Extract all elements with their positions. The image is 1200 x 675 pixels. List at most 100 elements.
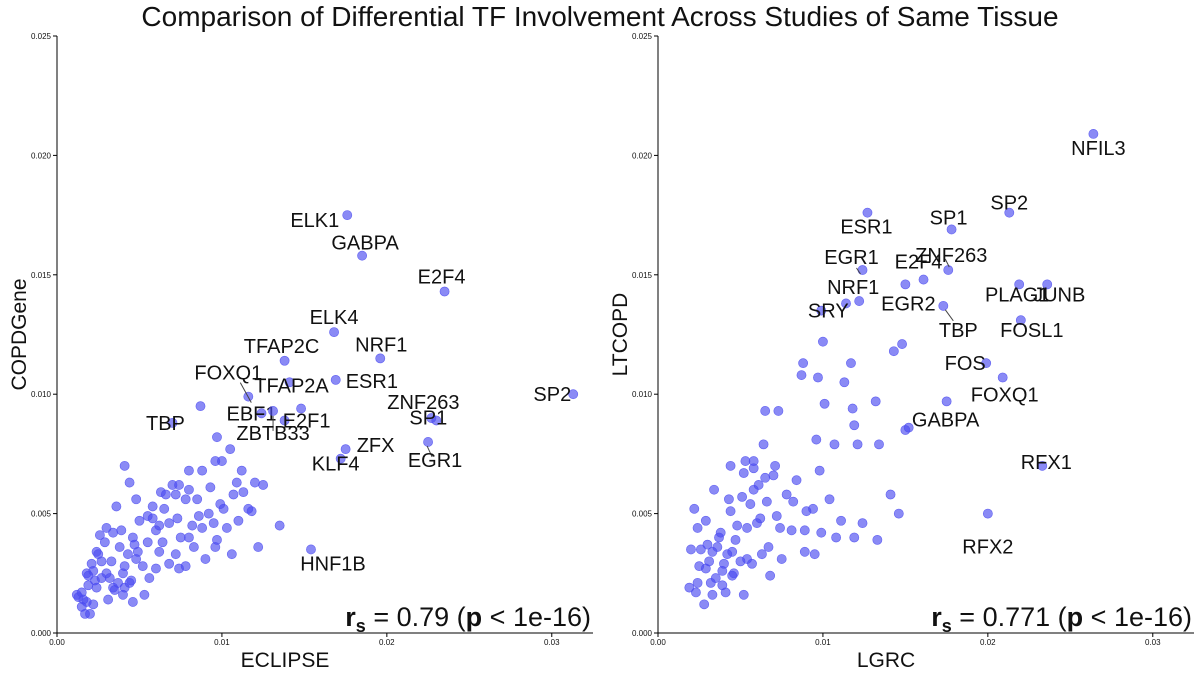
scatter-point bbox=[725, 460, 736, 471]
scatter-point-hnf1b bbox=[306, 544, 316, 555]
scatter-point bbox=[874, 439, 884, 450]
scatter-point bbox=[717, 566, 728, 576]
scatter-point bbox=[705, 577, 716, 588]
y-tick-label: 0.010 bbox=[31, 390, 52, 399]
scatter-point bbox=[157, 537, 168, 548]
scatter-point-sp1 bbox=[946, 224, 957, 235]
scatter-point-tbp bbox=[938, 300, 949, 311]
point-label-klf4: KLF4 bbox=[312, 454, 360, 476]
scatter-point bbox=[770, 460, 780, 471]
x-axis-title: ECLIPSE bbox=[241, 649, 330, 672]
scatter-point-sp2 bbox=[1004, 207, 1015, 218]
scatter-point-fos bbox=[981, 358, 992, 369]
point-label-e2f4: E2F4 bbox=[895, 252, 943, 274]
scatter-point bbox=[745, 499, 756, 509]
scatter-point bbox=[236, 465, 247, 476]
scatter-point bbox=[872, 534, 883, 545]
scatter-point bbox=[174, 563, 184, 574]
scatter-point bbox=[852, 439, 863, 450]
scatter-point bbox=[193, 511, 204, 521]
scatter-point bbox=[857, 518, 868, 529]
scatter-point-e2f4 bbox=[918, 274, 929, 285]
scatter-point bbox=[195, 401, 206, 412]
scatter-point bbox=[91, 582, 102, 593]
scatter-point bbox=[123, 549, 133, 560]
point-label-sp2: SP2 bbox=[990, 193, 1028, 215]
scatter-point-junb bbox=[1042, 279, 1053, 290]
scatter-point bbox=[684, 582, 695, 593]
scatter-point bbox=[73, 592, 84, 603]
point-label-rfx2: RFX2 bbox=[962, 537, 1013, 559]
scatter-point bbox=[184, 532, 194, 543]
scatter-point bbox=[200, 554, 211, 564]
x-tick-label: 0.03 bbox=[544, 638, 560, 647]
scatter-point bbox=[116, 525, 127, 536]
scatter-point bbox=[188, 542, 199, 552]
scatter-point bbox=[773, 406, 784, 416]
scatter-point bbox=[126, 575, 137, 586]
scatter-point bbox=[725, 506, 736, 517]
scatter-point-egr1 bbox=[423, 437, 433, 447]
scatter-point bbox=[781, 489, 792, 500]
scatter-point-nrf1 bbox=[854, 296, 865, 306]
scatter-point bbox=[88, 599, 99, 610]
point-label-elk4: ELK4 bbox=[310, 307, 359, 329]
point-label-e2f4: E2F4 bbox=[418, 267, 466, 289]
point-label-gabpa: GABPA bbox=[331, 233, 399, 255]
scatter-point-foxq1 bbox=[997, 372, 1008, 383]
scatter-point bbox=[763, 542, 774, 552]
scatter-point-sry bbox=[816, 305, 827, 316]
scatter-point-elk1 bbox=[342, 210, 353, 220]
point-label-egr1: EGR1 bbox=[824, 247, 878, 269]
scatter-point-nrf1 bbox=[375, 353, 386, 364]
stat-p-value: 1e-16 bbox=[1114, 602, 1183, 632]
scatter-point bbox=[203, 508, 214, 519]
scatter-point bbox=[151, 563, 161, 574]
scatter-point bbox=[106, 556, 117, 567]
scatter-point bbox=[238, 487, 249, 498]
y-tick-label: 0.025 bbox=[632, 32, 653, 41]
stat-equals: = bbox=[952, 602, 983, 632]
scatter-panel-lgrc-ltcopd: 0.000 0.005 0.010 0.015 0.020 0.025 0.00 0.01 0.… bbox=[609, 32, 1194, 672]
scatter-point bbox=[771, 511, 782, 521]
scatter-point bbox=[164, 558, 175, 569]
stat-r-subscript: s bbox=[942, 616, 952, 636]
scatter-point-gabpa bbox=[357, 250, 368, 261]
y-tick-label: 0.015 bbox=[632, 271, 653, 280]
scatter-point bbox=[172, 513, 183, 524]
scatter-point-tbp bbox=[167, 417, 178, 428]
scatter-point-esr1 bbox=[862, 207, 873, 218]
scatter-point bbox=[799, 525, 810, 536]
scatter-point bbox=[728, 568, 739, 579]
stat-r-symbol: r bbox=[345, 602, 356, 632]
scatter-point bbox=[217, 456, 227, 466]
scatter-point bbox=[760, 406, 771, 416]
scatter-point bbox=[776, 554, 787, 564]
scatter-point bbox=[175, 532, 186, 543]
scatter-point bbox=[137, 561, 148, 572]
point-label-zfx: ZFX bbox=[357, 435, 395, 457]
point-label-gabpa: GABPA bbox=[912, 409, 980, 431]
scatter-point bbox=[849, 532, 860, 543]
point-label-znf263: ZNF263 bbox=[387, 392, 459, 414]
scatter-point-esr1 bbox=[330, 374, 341, 385]
scatter-point bbox=[226, 549, 237, 560]
scatter-point bbox=[129, 539, 140, 550]
scatter-point bbox=[113, 577, 123, 588]
scatter-point bbox=[870, 396, 881, 407]
scatter-point bbox=[841, 298, 851, 309]
scatter-panel-eclipse-copdgene: 0.000 0.005 0.010 0.015 0.020 0.025 0.00 0.01 0.… bbox=[8, 32, 593, 672]
x-tick-label: 0.02 bbox=[980, 638, 996, 647]
scatter-point-egr2 bbox=[900, 279, 911, 290]
scatter-point bbox=[816, 527, 827, 538]
scatter-point bbox=[714, 532, 724, 543]
scatter-point bbox=[903, 422, 914, 433]
stat-close-paren: ) bbox=[582, 602, 591, 632]
scatter-point-rfx2 bbox=[982, 508, 993, 519]
point-label-tbp: TBP bbox=[939, 320, 978, 342]
scatter-point bbox=[814, 465, 825, 476]
scatter-point bbox=[760, 472, 771, 483]
x-tick-label: 0.00 bbox=[49, 638, 65, 647]
scatter-point bbox=[720, 587, 731, 598]
scatter-point bbox=[727, 546, 738, 557]
